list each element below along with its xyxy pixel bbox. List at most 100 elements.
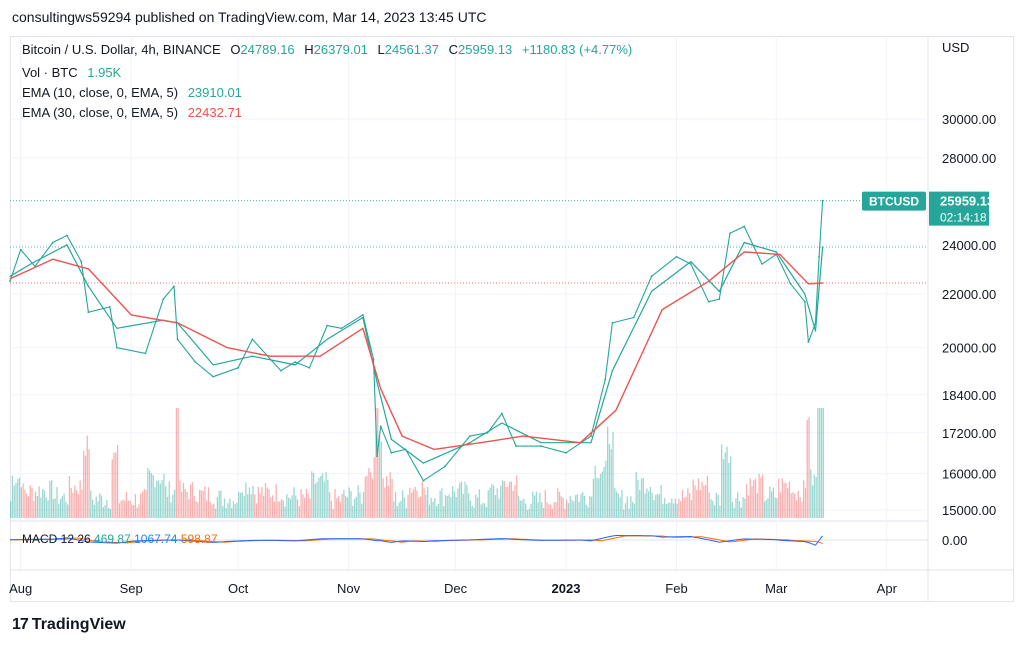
volume-bar — [664, 498, 666, 518]
macd-legend: MACD 12 26 469.87 1067.74 598.87 — [22, 532, 218, 546]
volume-bar — [147, 467, 149, 518]
volume-bar — [697, 478, 700, 518]
series-point — [522, 435, 524, 437]
volume-bar — [75, 490, 78, 518]
series-point — [690, 260, 692, 263]
volume-bar — [31, 488, 33, 518]
volume-bar — [705, 484, 707, 518]
volume-bar — [150, 473, 153, 518]
volume-bar — [115, 452, 117, 518]
volume-bar — [574, 495, 577, 518]
volume-bar — [525, 503, 527, 518]
series-point — [761, 263, 763, 265]
volume-bar — [316, 482, 318, 518]
volume-bar — [161, 479, 163, 518]
series-point — [743, 241, 745, 244]
volume-bar — [414, 487, 416, 518]
volume-bar — [332, 508, 334, 518]
volume-bar — [229, 498, 231, 518]
volume-bar — [560, 496, 562, 518]
volume-bar — [549, 504, 552, 518]
volume-bar — [113, 452, 115, 518]
volume-bar — [767, 498, 769, 518]
series-point — [376, 382, 378, 384]
y-tick-label: 20000.00 — [942, 341, 996, 356]
volume-bar — [396, 506, 399, 518]
volume-bar — [311, 471, 313, 518]
volume-bar — [184, 489, 186, 518]
volume-bar — [669, 502, 671, 518]
volume-bar — [726, 446, 728, 518]
volume-bar — [603, 466, 605, 518]
volume-bar — [81, 489, 83, 518]
volume-bar — [27, 496, 30, 518]
tradingview-logo[interactable]: 17 TradingView — [12, 616, 126, 634]
volume-bar — [295, 495, 297, 518]
volume-bar — [218, 490, 220, 518]
volume-bar — [353, 498, 356, 518]
volume-bar — [626, 496, 628, 518]
volume-bar — [617, 493, 619, 518]
volume-bar — [49, 480, 51, 518]
chart-frame[interactable] — [10, 36, 1014, 602]
volume-bar — [91, 499, 94, 518]
volume-bar — [345, 495, 347, 518]
volume-bar — [642, 478, 644, 518]
volume-bar — [484, 503, 486, 518]
volume-bar — [820, 408, 823, 518]
volume-bar — [197, 502, 199, 518]
volume-bar — [293, 487, 295, 518]
volume-bar — [131, 504, 133, 518]
volume-bar — [701, 481, 703, 518]
volume-bar — [687, 488, 689, 518]
volume-bar — [815, 476, 817, 518]
series-point — [707, 280, 710, 282]
volume-bar — [749, 478, 751, 518]
volume-bar — [471, 505, 473, 518]
volume-bar — [651, 493, 653, 518]
series-point — [729, 232, 731, 235]
ema30-legend: EMA (30, close, 0, EMA, 5) 22432.71 — [22, 105, 248, 120]
volume-bar — [15, 483, 17, 518]
volume-bar — [680, 501, 682, 518]
volume-bar — [165, 486, 167, 518]
volume-bar — [213, 503, 215, 518]
volume-bar — [380, 441, 382, 518]
volume-bar — [43, 490, 46, 518]
volume-bar — [277, 501, 279, 518]
volume-bar — [181, 492, 183, 518]
volume-bar — [325, 471, 327, 518]
volume-bar — [132, 505, 135, 518]
series-point — [390, 451, 393, 454]
change-value: +1180.83 (+4.77%) — [521, 42, 633, 57]
series-point — [19, 248, 22, 251]
volume-bar — [708, 492, 710, 518]
volume-bar — [314, 483, 317, 518]
volume-bar — [214, 508, 217, 518]
series-point — [130, 314, 132, 316]
volume-bar — [182, 482, 185, 518]
volume-bar — [649, 486, 652, 518]
volume-bar — [129, 500, 131, 518]
volume-bar — [259, 493, 261, 518]
volume-bar — [309, 498, 311, 518]
volume-bar — [111, 459, 113, 518]
volume-bar — [371, 478, 374, 518]
volume-bar — [304, 497, 306, 518]
volume-bar — [728, 462, 730, 518]
volume-bar — [72, 492, 74, 518]
volume-bar — [482, 502, 484, 518]
volume-bar — [594, 465, 596, 518]
volume-bar — [494, 495, 497, 518]
volume-bar — [352, 505, 354, 518]
volume-bar — [86, 435, 88, 518]
volume-bar — [503, 481, 505, 518]
volume-bar — [163, 473, 165, 518]
volume-bar — [466, 484, 468, 518]
series-point — [269, 355, 271, 357]
volume-bar — [719, 505, 721, 518]
series-point — [87, 285, 90, 287]
volume-bar — [537, 502, 539, 518]
volume-bar — [811, 485, 814, 518]
